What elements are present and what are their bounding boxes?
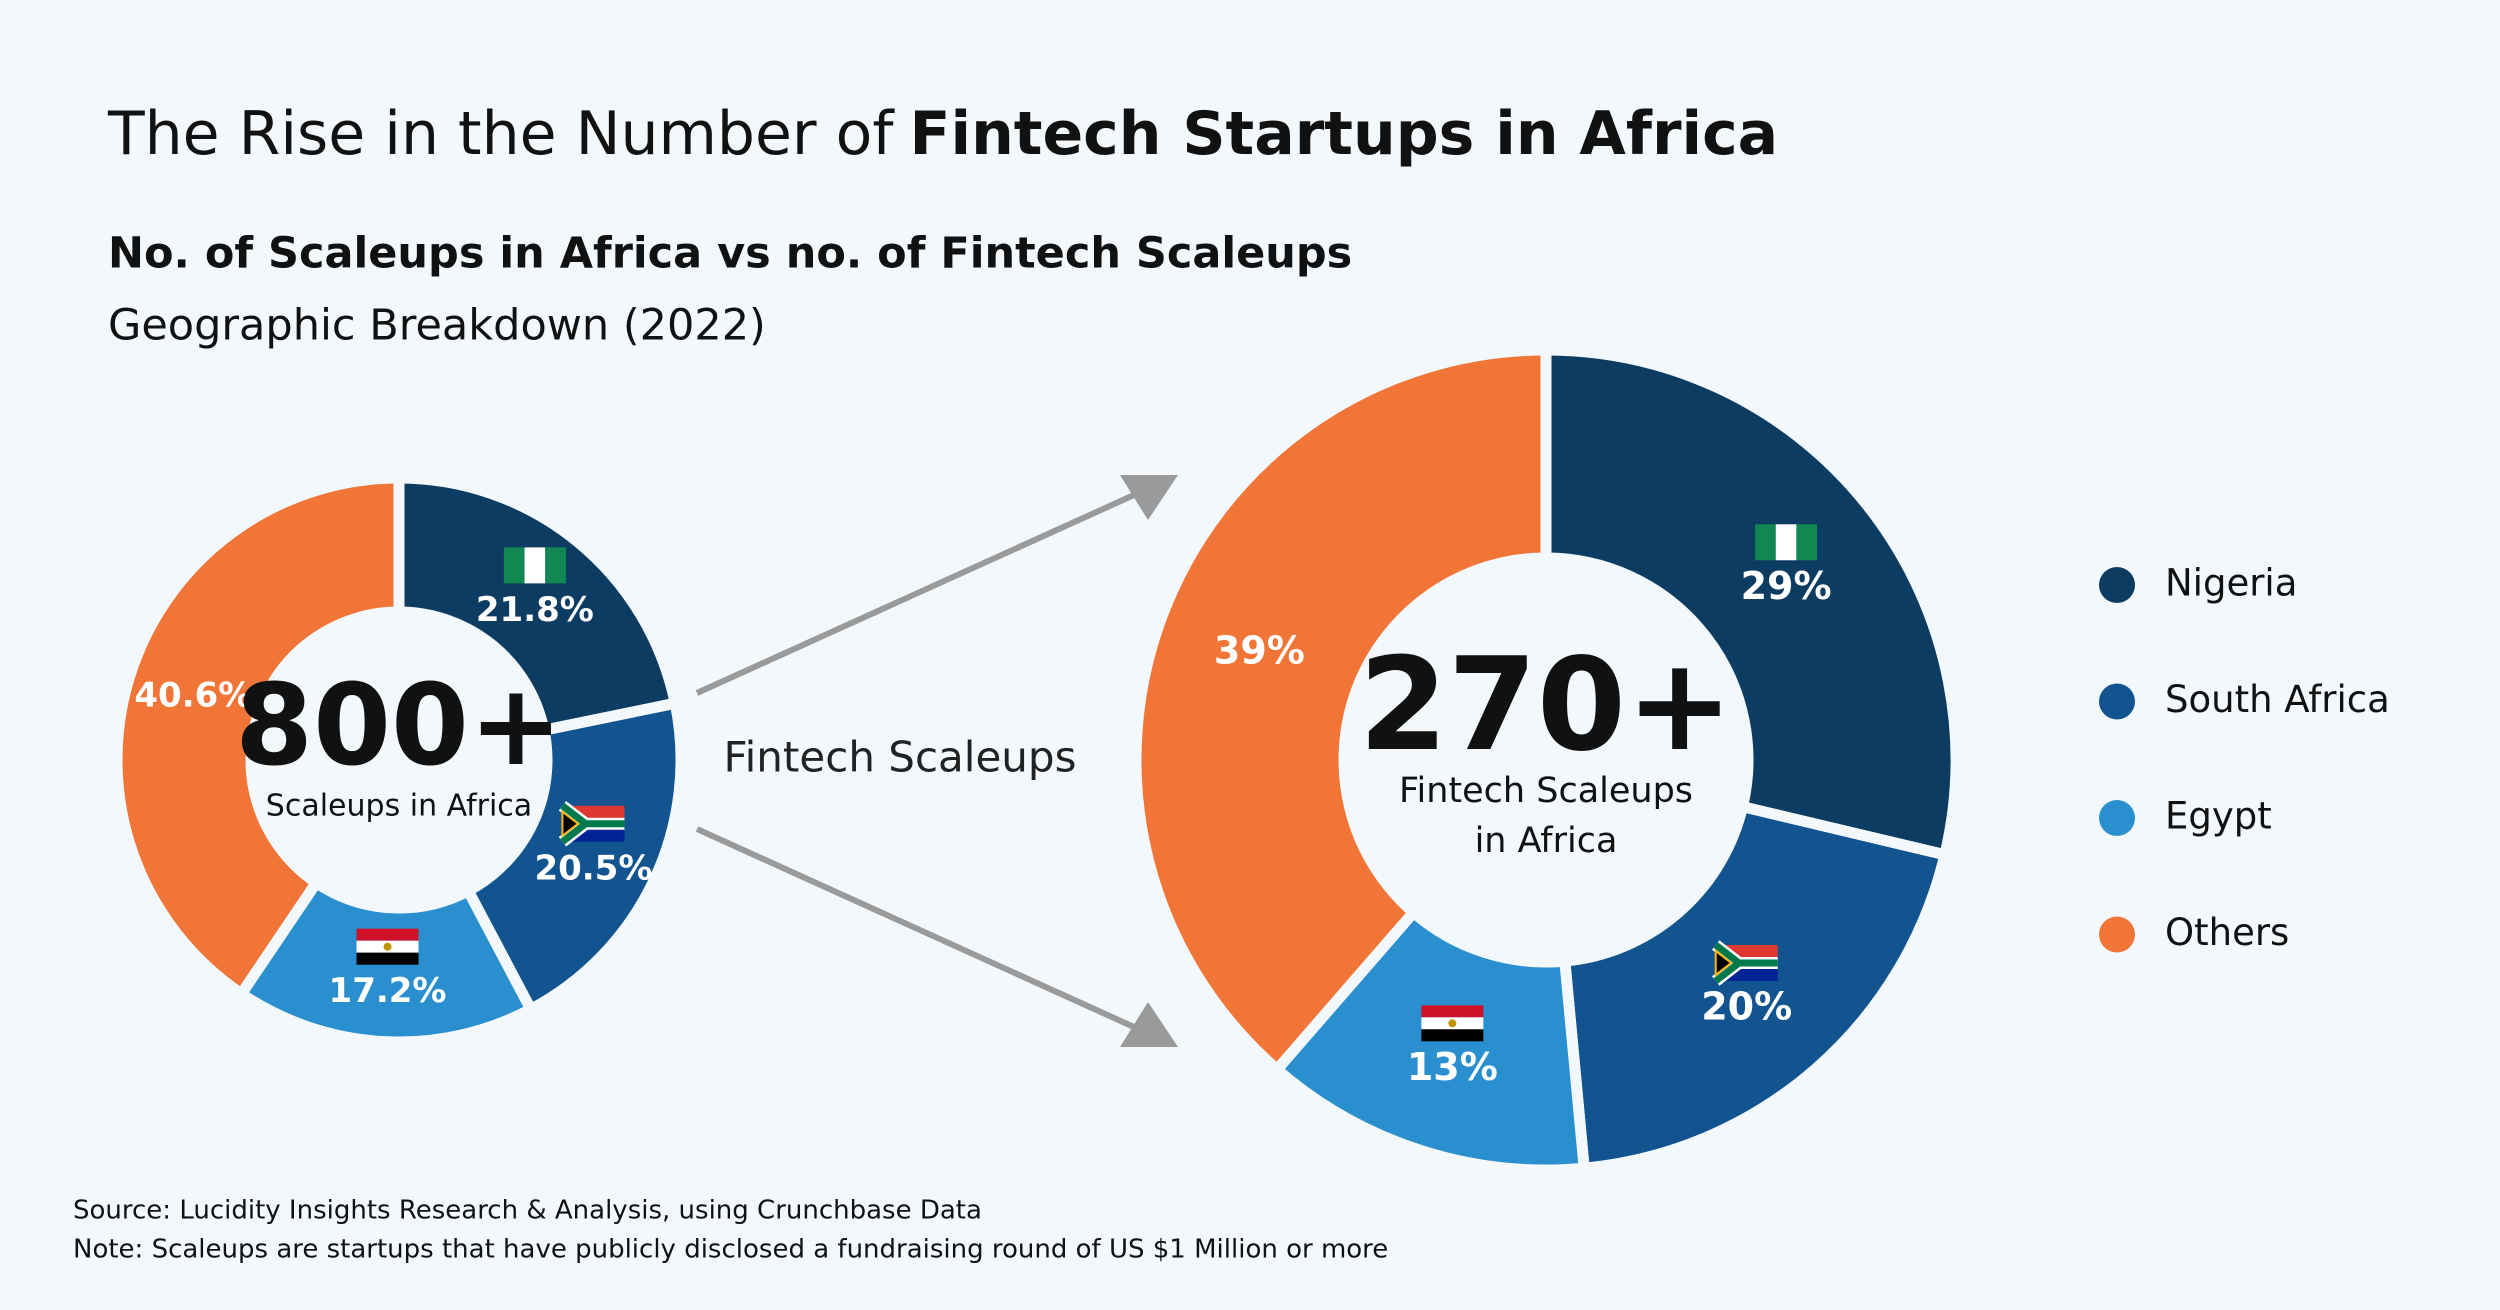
center-label: Fintech Scaleups xyxy=(1399,771,1693,811)
slice-label: 20% xyxy=(1701,984,1792,1028)
donut-slice xyxy=(1558,800,1952,1175)
arrow-label: Fintech Scaleups xyxy=(724,733,1077,782)
legend-swatch xyxy=(2099,683,2135,720)
flag-stripe xyxy=(356,928,419,941)
flag-triangle xyxy=(561,809,580,838)
donut-slice xyxy=(1130,344,1552,1078)
flag-stripe xyxy=(1421,1005,1484,1018)
flag xyxy=(503,547,566,584)
flag xyxy=(1712,940,1778,986)
flag-stripe xyxy=(545,547,566,584)
flag-emblem xyxy=(383,942,392,951)
flag-band xyxy=(1713,942,1778,984)
legend-label: Nigeria xyxy=(2165,562,2297,605)
legend-label: Egypt xyxy=(2165,795,2272,838)
slice-label: 20.5% xyxy=(534,848,652,888)
title-regular: The Rise in the Number of xyxy=(107,99,895,169)
flag-band xyxy=(560,802,625,845)
donut-slice xyxy=(393,472,682,737)
flag-stripe xyxy=(503,547,525,584)
arrow-line xyxy=(695,487,1147,696)
donut-slice xyxy=(111,472,405,1002)
slice-label: 21.8% xyxy=(476,590,594,630)
flag-stripe xyxy=(1775,524,1797,561)
center-value: 800+ xyxy=(235,661,563,791)
slice-label: 39% xyxy=(1214,628,1305,672)
legend-label: South Africa xyxy=(2165,678,2390,721)
donut-slice xyxy=(460,696,687,1017)
slice-label: 17.2% xyxy=(329,971,447,1011)
flag xyxy=(558,801,625,847)
legend-swatch xyxy=(2099,800,2135,836)
arrows xyxy=(695,475,1178,1047)
title: The Rise in the Number of Fintech Startup… xyxy=(107,99,1778,169)
arrow-line xyxy=(695,826,1147,1035)
center-label: Scaleups in Africa xyxy=(266,789,532,824)
arrow-head xyxy=(1120,1002,1178,1047)
arrow-head xyxy=(1120,475,1178,520)
flag xyxy=(1421,1005,1484,1042)
legend-swatch xyxy=(2099,567,2135,603)
flag-stripe xyxy=(356,952,419,965)
subtitle-secondary: Geographic Breakdown (2022) xyxy=(108,301,766,351)
flag-stripe xyxy=(1755,524,1776,561)
flag-emblem xyxy=(1448,1019,1457,1028)
flag xyxy=(1755,524,1818,561)
source: Source: Lucidity Insights Research & Ana… xyxy=(73,1196,982,1226)
donut-slice xyxy=(1540,344,1962,862)
center-label: in Africa xyxy=(1475,821,1618,861)
flag-stripe xyxy=(1421,1029,1484,1042)
center-value: 270+ xyxy=(1359,631,1733,780)
flag-stripe xyxy=(1796,524,1818,561)
legend-label: Others xyxy=(2165,911,2289,954)
title-bold: Fintech Startups in Africa xyxy=(910,99,1779,169)
slice-label: 13% xyxy=(1407,1045,1498,1089)
flag-triangle xyxy=(1714,948,1733,978)
slice-label: 40.6% xyxy=(134,676,252,716)
subtitle: No. of Scaleups in Africa vs no. of Fint… xyxy=(108,229,1352,279)
legend-swatch xyxy=(2099,916,2135,953)
note: Note: Scaleups are startups that have pu… xyxy=(73,1235,1388,1265)
flag xyxy=(356,928,419,965)
slice-label: 29% xyxy=(1741,564,1832,608)
flag-stripe xyxy=(524,547,546,584)
